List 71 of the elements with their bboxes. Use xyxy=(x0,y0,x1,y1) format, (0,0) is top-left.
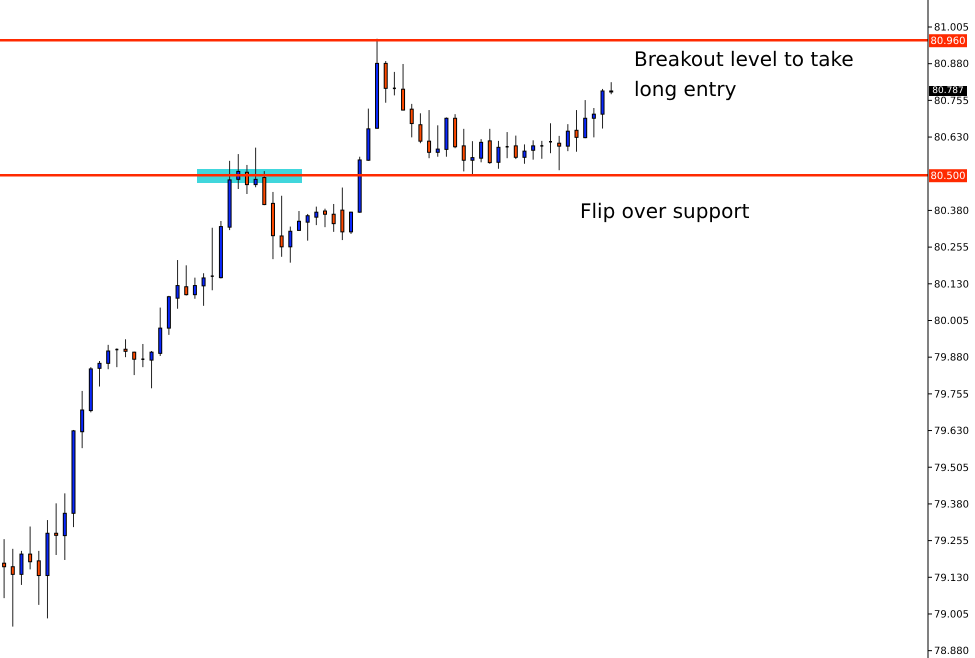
candlestick xyxy=(522,144,526,164)
y-tick-label: 79.880 xyxy=(934,352,969,364)
y-tick-label: 79.505 xyxy=(934,462,969,474)
candlestick xyxy=(296,210,301,232)
candlestick xyxy=(514,135,518,160)
candlestick xyxy=(470,140,474,176)
candlestick xyxy=(427,110,432,159)
candlestick xyxy=(340,187,344,241)
candlestick xyxy=(98,360,102,388)
candlestick xyxy=(192,277,197,300)
candlestick xyxy=(306,213,310,242)
candlestick xyxy=(609,82,614,95)
candlestick xyxy=(566,124,570,152)
candlestick xyxy=(2,538,6,599)
candlestick xyxy=(332,203,336,232)
candlestick xyxy=(496,140,500,170)
candlestick xyxy=(210,227,214,291)
ref-line-label: 80.500 xyxy=(930,171,966,182)
candlestick xyxy=(323,208,327,228)
y-tick-label: 80.005 xyxy=(934,316,969,328)
candlestick xyxy=(54,502,58,556)
y-tick-label: 81.005 xyxy=(934,22,969,34)
candlestick xyxy=(36,550,41,606)
y-tick-label: 79.630 xyxy=(934,426,969,438)
candlestick xyxy=(488,128,492,164)
candlestick xyxy=(583,100,588,139)
y-tick-label: 80.380 xyxy=(934,206,969,217)
candlestick xyxy=(548,122,553,154)
candlestick xyxy=(106,344,110,370)
candlestick xyxy=(150,350,154,389)
candlestick xyxy=(184,264,188,296)
candlestick xyxy=(132,351,136,376)
candlestick xyxy=(62,492,67,560)
text: 80.787 xyxy=(929,86,967,96)
candlestick xyxy=(202,272,206,306)
candlestick xyxy=(401,63,406,112)
y-tick-label: 80.630 xyxy=(934,132,969,144)
annotation: Breakout level to take long entry xyxy=(634,46,855,103)
candlestick xyxy=(19,550,24,586)
candlestick xyxy=(574,110,579,152)
y-tick-label: 79.005 xyxy=(934,610,969,621)
candlestick xyxy=(349,211,354,234)
y-tick-label: 80.130 xyxy=(934,279,969,290)
candlestick xyxy=(410,103,414,138)
candlestick xyxy=(10,548,15,628)
candlestick xyxy=(288,226,292,264)
candlestick xyxy=(592,108,596,138)
candlestick xyxy=(124,338,128,358)
y-tick-label: 79.755 xyxy=(934,389,969,400)
ref-line-label: 80.960 xyxy=(930,36,966,48)
candlestick xyxy=(462,128,466,172)
y-tick-label: 79.130 xyxy=(934,572,969,584)
candlestick xyxy=(479,138,484,163)
candlestick xyxy=(531,140,536,160)
y-tick-label: 80.880 xyxy=(934,59,969,70)
candlestick xyxy=(176,260,180,310)
candlestick xyxy=(280,195,284,258)
candlestick xyxy=(80,390,84,449)
candlestick xyxy=(28,526,32,570)
candlestick xyxy=(314,206,318,226)
y-tick-label: 80.755 xyxy=(934,96,969,107)
candlestick xyxy=(557,135,562,171)
candlestick xyxy=(254,147,258,188)
y-tick-label: 79.380 xyxy=(934,499,969,510)
y-tick-label: 78.880 xyxy=(934,646,969,658)
annotation: Flip over support xyxy=(580,198,750,225)
candlestick xyxy=(418,112,422,144)
candlestick xyxy=(600,88,605,130)
y-tick-label: 80.255 xyxy=(934,242,969,254)
y-tick-label: 79.255 xyxy=(934,536,969,548)
candlestick xyxy=(436,124,440,158)
